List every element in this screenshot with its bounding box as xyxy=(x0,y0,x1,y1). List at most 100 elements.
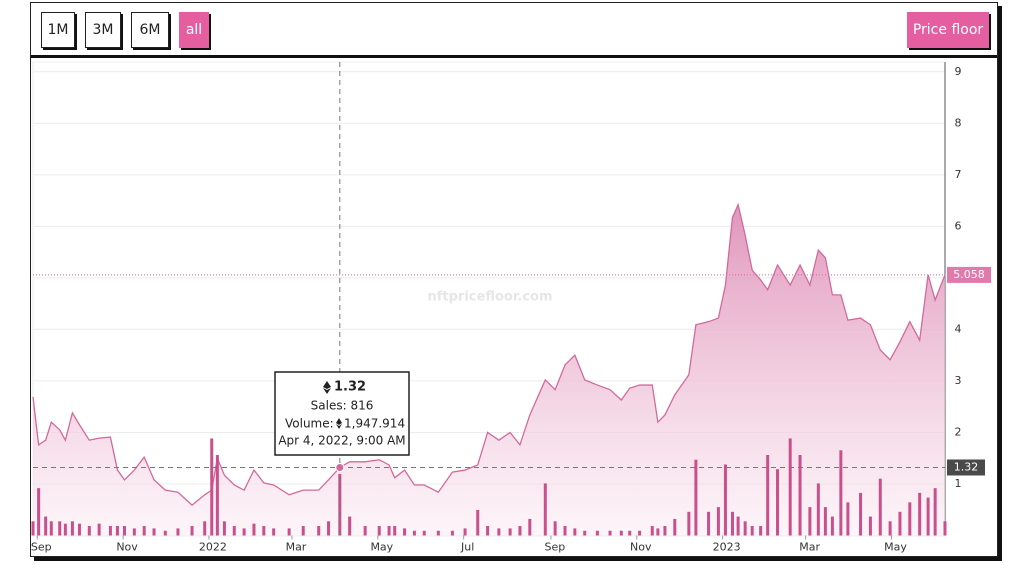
area-fill xyxy=(33,204,945,536)
y-tick-label: 6 xyxy=(955,219,962,232)
volume-bar xyxy=(846,502,850,536)
volume-bar xyxy=(766,455,770,536)
volume-bar xyxy=(595,530,599,536)
volume-bar xyxy=(918,492,922,536)
volume-bar xyxy=(232,526,236,536)
watermark: nftpricefloor.com xyxy=(428,290,553,305)
volume-bar xyxy=(163,530,167,536)
volume-bar xyxy=(908,502,912,536)
volume-bar xyxy=(497,528,501,536)
y-tick-label: 9 xyxy=(955,65,962,78)
y-tick-label: 1 xyxy=(955,477,962,490)
range-button[interactable]: all xyxy=(179,12,209,48)
volume-bar xyxy=(262,526,266,536)
volume-bar xyxy=(327,521,331,536)
volume-bar xyxy=(463,528,467,536)
volume-bar xyxy=(301,526,305,536)
x-tick-label: Sep xyxy=(545,541,566,554)
volume-bar xyxy=(412,530,416,536)
volume-bar xyxy=(694,459,698,536)
volume-bar xyxy=(943,521,947,536)
volume-bar xyxy=(628,530,632,536)
volume-bar xyxy=(859,492,863,536)
volume-bar xyxy=(44,516,48,536)
volume-bar xyxy=(49,521,53,536)
x-tick-label: Mar xyxy=(799,541,820,554)
volume-bar xyxy=(363,526,367,536)
tooltip: 1.32 Sales: 816 Volume: 1,947.914 Apr 4, 202… xyxy=(274,371,410,456)
volume-bar xyxy=(215,455,219,536)
volume-bar xyxy=(608,530,612,536)
volume-bar xyxy=(553,521,557,536)
volume-bar xyxy=(573,528,577,536)
volume-bar xyxy=(638,530,642,536)
range-button[interactable]: 1M xyxy=(41,12,75,48)
volume-bar xyxy=(422,530,426,536)
x-tick-label: May xyxy=(884,541,907,554)
y-tick-label: 8 xyxy=(955,116,962,129)
volume-bar xyxy=(730,511,734,536)
volume-bar xyxy=(508,528,512,536)
x-tick-label: Jul xyxy=(460,541,474,554)
crosshair-label-box xyxy=(947,459,985,476)
range-button[interactable]: 6M xyxy=(131,12,169,48)
x-tick-label: Nov xyxy=(116,541,138,554)
volume-bar xyxy=(58,521,62,536)
x-tick-label: Mar xyxy=(286,541,307,554)
volume-bar xyxy=(252,523,256,536)
volume-bar xyxy=(518,526,522,536)
x-tick-label: Nov xyxy=(630,541,652,554)
volume-bar xyxy=(878,478,882,536)
tooltip-volume-label: Volume: xyxy=(285,417,334,431)
volume-bar xyxy=(707,511,711,536)
volume-bar xyxy=(70,521,74,536)
volume-bar xyxy=(563,526,567,536)
volume-bar xyxy=(798,455,802,536)
volume-bar xyxy=(486,526,490,536)
volume-bar xyxy=(776,469,780,536)
volume-bar xyxy=(348,516,352,536)
y-tick-label: 7 xyxy=(955,168,962,181)
volume-bar xyxy=(926,497,930,536)
volume-bar xyxy=(723,464,727,536)
crosshair-label: 1.32 xyxy=(954,460,979,473)
x-tick-label: Sep xyxy=(31,541,52,554)
last-price-label: 5.058 xyxy=(953,268,985,281)
volume-bar xyxy=(619,530,623,536)
tooltip-volume: 1,947.914 xyxy=(344,417,405,431)
volume-bar xyxy=(97,523,101,536)
range-button[interactable]: 3M xyxy=(85,12,121,48)
x-tick-label: 2022 xyxy=(199,541,227,554)
tooltip-date: Apr 4, 2022, 9:00 AM xyxy=(278,434,405,448)
volume-bar xyxy=(37,488,41,536)
volume-bar xyxy=(122,526,126,536)
volume-bar xyxy=(77,523,81,536)
volume-bar xyxy=(31,521,35,536)
last-price-box xyxy=(947,266,991,283)
x-tick-label: May xyxy=(370,541,393,554)
volume-bar xyxy=(528,518,532,536)
volume-bar xyxy=(132,528,136,536)
volume-bar xyxy=(387,526,391,536)
volume-bar xyxy=(115,526,119,536)
volume-bar xyxy=(317,526,321,536)
volume-bar xyxy=(839,450,843,536)
volume-bar xyxy=(583,530,587,536)
volume-bar xyxy=(152,528,156,536)
volume-bar xyxy=(393,526,397,536)
tooltip-box xyxy=(274,371,410,456)
volume-bar xyxy=(436,530,440,536)
volume-bar xyxy=(242,528,246,536)
crosshair-point xyxy=(335,462,345,472)
volume-bar xyxy=(450,530,454,536)
volume-bar xyxy=(222,521,226,536)
volume-bar xyxy=(176,528,180,536)
volume-bar xyxy=(816,483,820,536)
volume-bar xyxy=(210,438,214,536)
price-floor-button[interactable]: Price floor xyxy=(907,12,989,48)
volume-bar xyxy=(108,526,112,536)
volume-bar xyxy=(656,528,660,536)
volume-bar xyxy=(403,528,407,536)
